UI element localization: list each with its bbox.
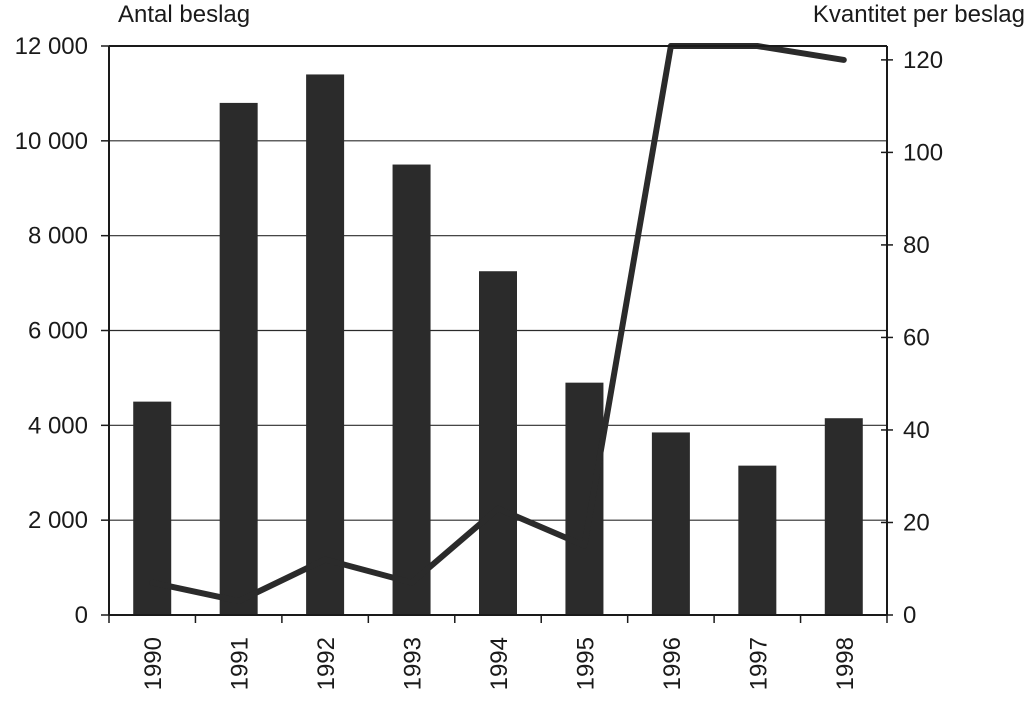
right-tick-label: 120 [903,47,943,74]
left-tick-label: 6 000 [28,318,88,345]
right-tick-label: 20 [903,509,930,536]
bar [651,432,690,615]
right-axis-title: Kvantitet per beslag [812,1,1025,28]
x-tick-label: 1995 [572,637,599,690]
right-tick-label: 60 [903,324,930,351]
x-tick-label: 1997 [745,637,772,690]
bar [219,102,258,615]
bar [738,465,777,615]
left-tick-label: 10 000 [15,128,88,155]
x-tick-label: 1998 [832,637,859,690]
left-axis-title: Antal beslag [118,1,251,28]
right-tick-label: 100 [903,139,943,166]
x-tick-label: 1993 [400,637,427,690]
bar [133,401,172,615]
x-tick-label: 1990 [140,637,167,690]
left-tick-label: 0 [75,602,88,629]
bar [824,418,863,615]
left-tick-label: 2 000 [28,507,88,534]
left-tick-label: 4 000 [28,412,88,439]
x-tick-label: 1994 [486,637,513,690]
x-tick-label: 1996 [659,637,686,690]
x-tick-label: 1992 [313,637,340,690]
bar [392,164,431,615]
left-tick-label: 12 000 [15,33,88,60]
bar [479,271,517,615]
bar [565,382,604,615]
right-tick-label: 40 [903,417,930,444]
bar [306,74,345,615]
right-tick-label: 0 [903,602,916,629]
x-tick-label: 1991 [227,637,254,690]
right-tick-label: 80 [903,232,930,259]
left-tick-label: 8 000 [28,223,88,250]
